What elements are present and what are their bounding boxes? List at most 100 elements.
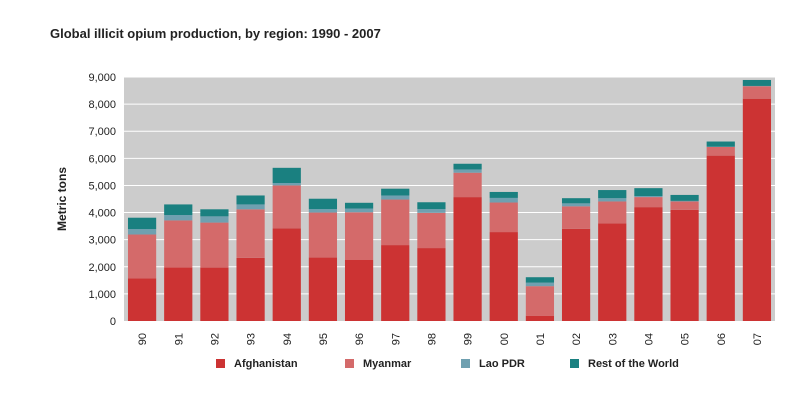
legend-label: Rest of the World [588, 358, 679, 370]
y-tick-label: 4,000 [88, 208, 116, 220]
bar-segment [236, 209, 265, 258]
bar-segment [200, 216, 229, 223]
bar-segment [308, 209, 338, 213]
x-tick-label: 92 [209, 333, 221, 345]
bar-segment [308, 198, 338, 210]
bar-segment [200, 209, 229, 217]
bars [127, 79, 772, 321]
bar-segment [164, 204, 193, 215]
x-tick-label: 97 [390, 333, 402, 345]
legend-label: Lao PDR [479, 358, 525, 370]
bar-segment [381, 199, 410, 246]
bar-segment [272, 167, 301, 184]
bar-segment [236, 257, 265, 321]
y-axis-label: Metric tons [55, 167, 69, 231]
bar-segment [417, 212, 446, 249]
bar-segment [344, 212, 374, 260]
y-tick-label: 2,000 [88, 262, 116, 274]
x-tick-label: 03 [607, 333, 619, 345]
bar-segment [272, 185, 301, 229]
plot-background [124, 77, 775, 321]
bar-segment [236, 195, 265, 205]
bar-segment [670, 209, 699, 321]
bar-segment [598, 190, 627, 199]
x-tick-label: 95 [318, 333, 330, 345]
bar-segment [561, 203, 591, 207]
bar-segment [127, 234, 157, 279]
bar-segment [344, 202, 374, 209]
bar-segment [417, 209, 446, 213]
bar-segment [236, 204, 265, 210]
bar-segment [344, 208, 374, 213]
bar-segment [706, 141, 735, 147]
x-tick-label: 99 [463, 333, 475, 345]
bar-segment [164, 220, 193, 268]
y-tick-label: 3,000 [88, 235, 116, 247]
legend-swatch [216, 359, 225, 368]
bar-segment [453, 169, 482, 173]
legend-swatch [345, 359, 354, 368]
bar-segment [272, 183, 301, 186]
bar-segment [525, 282, 555, 287]
bar-segment [670, 200, 699, 202]
y-tick-label: 7,000 [88, 126, 116, 138]
bar-segment [634, 207, 663, 321]
x-tick-label: 02 [571, 333, 583, 345]
y-tick-label: 1,000 [88, 289, 116, 301]
bar-segment [344, 260, 374, 321]
x-tick-label: 00 [499, 333, 511, 345]
bar-segment [525, 315, 555, 321]
legend-label: Myanmar [363, 358, 412, 370]
x-tick-label: 07 [752, 333, 764, 345]
x-tick-label: 98 [426, 333, 438, 345]
gridlines [124, 76, 775, 295]
y-tick-label: 8,000 [88, 99, 116, 111]
bar-segment [127, 229, 157, 235]
bar-segment [200, 222, 229, 268]
bar-segment [670, 201, 699, 210]
x-tick-label: 01 [535, 333, 547, 345]
x-tick-label: 96 [354, 333, 366, 345]
bar-segment [489, 202, 518, 233]
y-tick-label: 6,000 [88, 153, 116, 165]
y-tick-label: 0 [110, 316, 116, 328]
x-axis-ticks: 90 91 92 93 94 95 96 97 98 99 00 01 02 03 04 05 06 07 [137, 333, 764, 345]
bar-segment [489, 191, 518, 198]
bar-segment [561, 206, 591, 229]
bar-segment [634, 196, 663, 198]
bar-segment [417, 248, 446, 321]
y-tick-label: 9,000 [88, 72, 116, 84]
bar-segment [417, 202, 446, 210]
bar-segment [634, 188, 663, 197]
bar-segment [164, 267, 193, 321]
x-tick-label: 04 [643, 333, 655, 345]
bar-segment [164, 214, 193, 221]
bar-segment [381, 188, 410, 196]
bar-segment [127, 217, 157, 230]
bar-segment [598, 198, 627, 202]
bar-segment [742, 86, 772, 99]
bar-segment [561, 198, 591, 204]
bar-segment [742, 98, 772, 321]
x-tick-label: 06 [716, 333, 728, 345]
bar-segment [127, 278, 157, 321]
x-tick-label: 91 [173, 333, 185, 345]
chart-title: Global illicit opium production, by regi… [50, 26, 381, 41]
legend: Afghanistan Myanmar Lao PDR Rest of the Wor… [216, 358, 679, 370]
x-tick-label: 94 [282, 333, 294, 345]
legend-label: Afghanistan [234, 358, 298, 370]
bar-segment [561, 228, 591, 321]
bar-segment [381, 245, 410, 321]
bar-segment [453, 197, 482, 321]
bar-segment [308, 257, 338, 321]
x-tick-label: 90 [137, 333, 149, 345]
bar-segment [489, 197, 518, 203]
bar-segment [381, 195, 410, 200]
bar-segment [453, 172, 482, 198]
bar-segment [598, 201, 627, 224]
y-axis-ticks: 0 1,000 2,000 3,000 4,000 5,000 6,000 7,000 8,00… [88, 72, 116, 328]
bar-segment [525, 286, 555, 316]
bar-segment [200, 267, 229, 321]
bar-segment [525, 277, 555, 283]
